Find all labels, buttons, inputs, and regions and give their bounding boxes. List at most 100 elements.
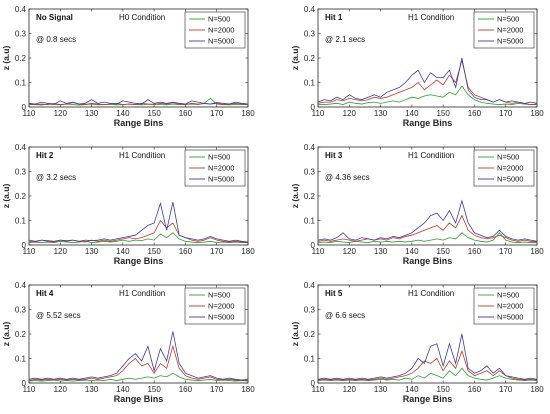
y-tick-label: 0.2 [15, 330, 27, 339]
legend: N=500 N=2000 N=5000 [184, 287, 246, 325]
y-tick-label: 0.3 [304, 168, 316, 177]
subplot-2: 110 120 130 140 150 160 170 180 0 0.1 0.2 0.3 0.4 Ran… [290, 5, 544, 128]
series-line-n-5000 [318, 57, 537, 104]
x-axis-label: Range Bins [403, 394, 453, 404]
subplot-5: 110 120 130 140 150 160 170 180 0 0.1 0.2 0.3 0.4 Ran… [1, 281, 255, 404]
x-tick-label: 160 [179, 109, 193, 118]
x-axis-label: Range Bins [403, 256, 453, 266]
x-tick-label: 160 [468, 385, 482, 394]
series-line-n-2000 [318, 214, 537, 243]
x-tick-label: 110 [23, 109, 36, 118]
y-tick-label: 0.2 [15, 192, 27, 201]
subplot-4: 110 120 130 140 150 160 170 180 0 0.1 0.2 0.3 0.4 Ran… [290, 143, 544, 266]
y-axis-label: z (a.u) [1, 322, 11, 347]
y-axis-label: z (a.u) [1, 184, 11, 209]
legend-entry: N=500 [497, 15, 519, 24]
y-tick-label: 0.4 [15, 281, 27, 290]
y-tick-label: 0.4 [15, 5, 27, 14]
series-line-n-5000 [318, 199, 537, 242]
x-tick-label: 140 [116, 385, 130, 394]
x-tick-label: 180 [530, 247, 544, 256]
legend-box [184, 11, 246, 49]
x-tick-label: 150 [436, 385, 450, 394]
x-tick-label: 110 [312, 385, 325, 394]
x-tick-label: 110 [23, 247, 36, 256]
x-tick-label: 130 [85, 109, 99, 118]
x-tick-label: 180 [241, 247, 255, 256]
y-axis-label: z (a.u) [290, 322, 300, 347]
legend: N=500 N=2000 N=5000 [184, 149, 246, 187]
x-tick-label: 160 [179, 247, 193, 256]
x-tick-label: 120 [54, 247, 68, 256]
series-line-n-500 [318, 232, 537, 243]
x-tick-label: 170 [210, 109, 224, 118]
series-line-n-5000 [29, 331, 248, 381]
y-tick-label: 0.2 [304, 54, 316, 63]
legend-entry: N=2000 [208, 164, 234, 173]
legend-entry: N=5000 [208, 175, 234, 184]
x-tick-label: 150 [436, 247, 450, 256]
y-tick-label: 0.3 [304, 30, 316, 39]
legend: N=500 N=2000 N=5000 [473, 287, 535, 325]
series-line-n-2000 [29, 344, 248, 381]
panel-label: Hit 1 [325, 13, 343, 22]
series-line-n-5000 [318, 333, 537, 380]
condition-label: H1 Condition [408, 289, 454, 298]
legend-entry: N=2000 [497, 302, 523, 311]
x-tick-label: 160 [468, 109, 482, 118]
y-tick-label: 0.2 [304, 330, 316, 339]
time-label: @ 0.8 secs [36, 35, 76, 44]
panel-label: Hit 4 [36, 289, 54, 298]
x-tick-label: 120 [54, 109, 68, 118]
x-tick-label: 140 [405, 247, 419, 256]
x-tick-label: 120 [54, 385, 68, 394]
y-tick-label: 0.4 [304, 143, 316, 152]
legend-entry: N=5000 [497, 175, 523, 184]
x-tick-label: 150 [147, 109, 161, 118]
y-tick-label: 0.1 [15, 355, 27, 364]
y-tick-label: 0 [311, 379, 316, 388]
subplot-3: 110 120 130 140 150 160 170 180 0 0.1 0.2 0.3 0.4 Ran… [1, 143, 255, 266]
time-label: @ 3.2 secs [36, 173, 76, 182]
x-tick-label: 140 [405, 385, 419, 394]
y-tick-label: 0 [22, 241, 27, 250]
panel-label: Hit 2 [36, 151, 54, 160]
legend-entry: N=2000 [497, 164, 523, 173]
y-tick-label: 0.3 [304, 306, 316, 315]
legend-box [473, 149, 535, 187]
time-label: @ 6.6 secs [325, 311, 365, 320]
x-tick-label: 170 [499, 247, 513, 256]
y-tick-label: 0 [311, 103, 316, 112]
y-tick-label: 0.1 [15, 217, 27, 226]
x-tick-label: 120 [343, 385, 357, 394]
time-label: @ 2.1 secs [325, 35, 365, 44]
x-axis-label: Range Bins [114, 118, 164, 128]
series-line-n-500 [318, 367, 537, 381]
y-tick-label: 0.2 [15, 54, 27, 63]
series-line-n-2000 [318, 349, 537, 381]
x-tick-label: 180 [530, 109, 544, 118]
x-tick-label: 130 [374, 247, 388, 256]
condition-label: H1 Condition [119, 151, 165, 160]
y-axis-label: z (a.u) [1, 46, 11, 71]
x-axis-label: Range Bins [114, 256, 164, 266]
x-tick-label: 170 [499, 385, 513, 394]
y-tick-label: 0.1 [304, 217, 316, 226]
x-tick-label: 170 [210, 385, 224, 394]
series-line-n-5000 [29, 201, 248, 243]
y-tick-label: 0 [22, 379, 27, 388]
y-tick-label: 0.2 [304, 192, 316, 201]
y-tick-label: 0.3 [15, 168, 27, 177]
y-tick-label: 0.1 [15, 79, 27, 88]
legend: N=500 N=2000 N=5000 [473, 149, 535, 187]
x-tick-label: 130 [85, 247, 99, 256]
panel-label: Hit 3 [325, 151, 343, 160]
x-tick-label: 180 [241, 109, 255, 118]
x-tick-label: 150 [147, 385, 161, 394]
y-axis-label: z (a.u) [290, 184, 300, 209]
x-axis-label: Range Bins [114, 394, 164, 404]
y-axis-label: z (a.u) [290, 46, 300, 71]
legend-entry: N=500 [497, 153, 519, 162]
x-tick-label: 120 [343, 109, 357, 118]
